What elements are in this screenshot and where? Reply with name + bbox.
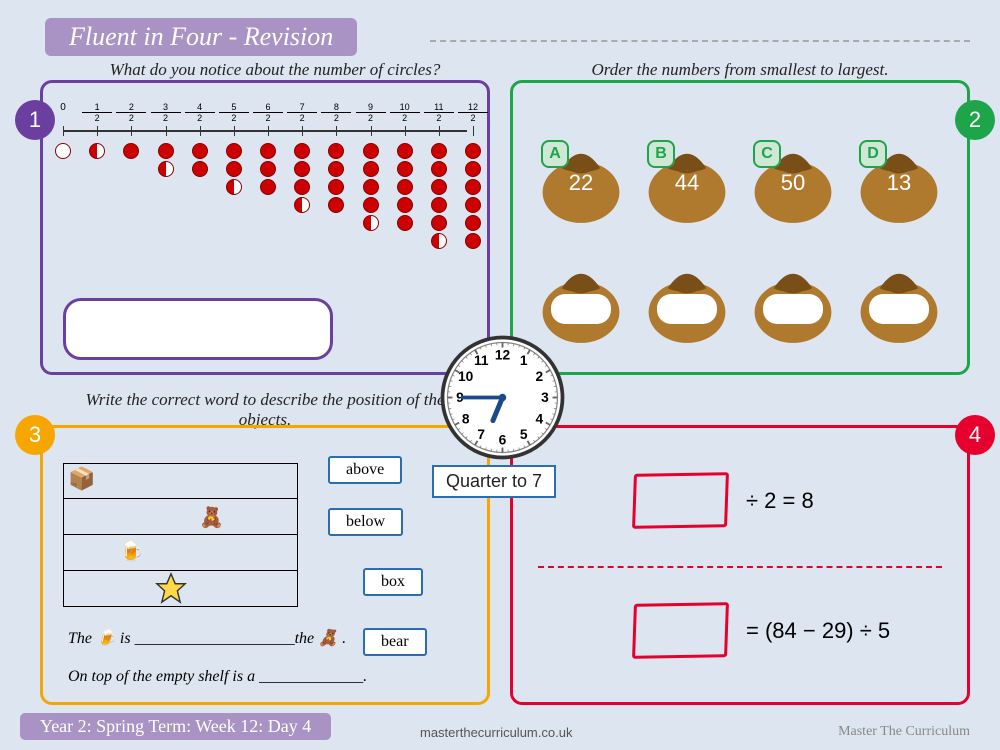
svg-text:1: 1	[520, 353, 528, 368]
bag-answer-2[interactable]	[745, 238, 841, 348]
panel-3: 📦 🧸 🍺 above below box bear The 🍺 is ____…	[40, 425, 490, 705]
word-box[interactable]: box	[363, 568, 423, 596]
badge-1: 1	[15, 100, 55, 140]
speech-bubble[interactable]	[63, 298, 333, 360]
panel2-prompt: Order the numbers from smallest to large…	[530, 60, 950, 80]
title-dash	[430, 40, 970, 42]
svg-text:12: 12	[495, 348, 511, 363]
word-below[interactable]: below	[328, 508, 403, 536]
panel3-prompt: Write the correct word to describe the p…	[75, 390, 455, 430]
equation-1: ÷ 2 = 8	[633, 473, 814, 528]
word-bear[interactable]: bear	[363, 628, 427, 656]
bags-top-row: A22B44C50D13	[533, 118, 947, 228]
bags-bottom-row	[533, 238, 947, 348]
svg-text:5: 5	[520, 427, 528, 442]
svg-text:6: 6	[499, 433, 507, 448]
svg-text:2: 2	[535, 369, 543, 384]
panel1-prompt: What do you notice about the number of c…	[75, 60, 475, 80]
svg-text:11: 11	[474, 353, 489, 368]
panel-1: 0122232425262728292102112122	[40, 80, 490, 375]
badge-4: 4	[955, 415, 995, 455]
svg-text:7: 7	[477, 427, 485, 442]
footer-bar: Year 2: Spring Term: Week 12: Day 4	[20, 713, 331, 740]
panel-4: ÷ 2 = 8 = (84 − 29) ÷ 5	[510, 425, 970, 705]
equation-2: = (84 − 29) ÷ 5	[633, 603, 890, 658]
bag-A[interactable]: A22	[533, 118, 629, 228]
bag-answer-1[interactable]	[639, 238, 735, 348]
answer-box-1[interactable]	[632, 472, 729, 529]
badge-2: 2	[955, 100, 995, 140]
page-title: Fluent in Four - Revision	[45, 18, 357, 56]
clock-label: Quarter to 7	[432, 465, 556, 498]
badge-3: 3	[15, 415, 55, 455]
svg-text:3: 3	[541, 390, 549, 405]
equation-divider	[538, 566, 942, 568]
sentence-2: On top of the empty shelf is a _________…	[68, 668, 367, 686]
clock: 121234567891011	[440, 335, 565, 460]
bag-answer-0[interactable]	[533, 238, 629, 348]
answer-box-2[interactable]	[632, 602, 729, 659]
bag-D[interactable]: D13	[851, 118, 947, 228]
bag-B[interactable]: B44	[639, 118, 735, 228]
word-above[interactable]: above	[328, 456, 402, 484]
svg-text:10: 10	[458, 369, 474, 384]
svg-text:8: 8	[462, 411, 470, 426]
brand-label: Master The Curriculum	[838, 724, 970, 740]
svg-text:4: 4	[535, 411, 543, 426]
bag-answer-3[interactable]	[851, 238, 947, 348]
shelf-grid: 📦 🧸 🍺	[63, 463, 298, 607]
site-url: masterthecurriculum.co.uk	[420, 725, 572, 740]
panel-2: A22B44C50D13	[510, 80, 970, 375]
bag-C[interactable]: C50	[745, 118, 841, 228]
sentence-1: The 🍺 is ____________________the 🧸 .	[68, 628, 346, 648]
